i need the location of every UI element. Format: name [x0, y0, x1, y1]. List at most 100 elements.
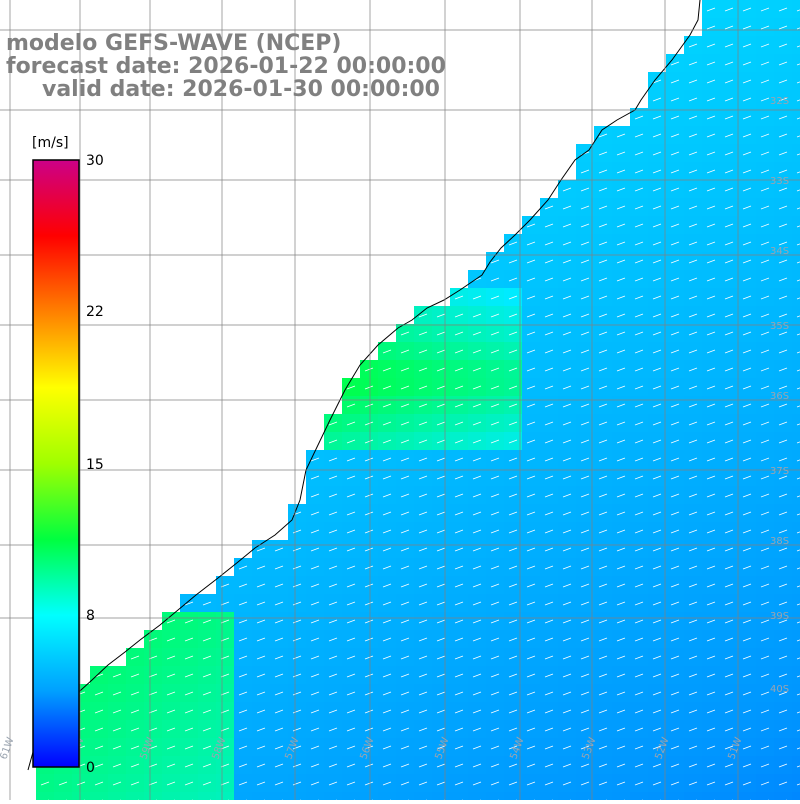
wind-cell — [378, 396, 396, 414]
wind-cell — [486, 702, 504, 720]
wind-cell — [612, 756, 630, 774]
wind-cell — [90, 738, 108, 756]
wind-cell — [720, 198, 738, 216]
wind-arrow — [544, 655, 554, 660]
wind-cell — [108, 702, 126, 720]
wind-cell — [720, 450, 738, 468]
wind-cell — [756, 738, 774, 756]
wind-arrow — [688, 475, 698, 480]
wind-arrow — [112, 709, 122, 714]
wind-arrow — [472, 637, 482, 642]
wind-cell — [576, 180, 594, 198]
wind-arrow — [508, 439, 518, 444]
wind-cell — [558, 270, 576, 288]
wind-cell — [756, 594, 774, 612]
wind-arrow — [472, 475, 482, 480]
wind-cell — [522, 630, 540, 648]
wind-arrow — [490, 547, 500, 552]
wind-cell — [414, 432, 432, 450]
wind-cell — [720, 792, 738, 804]
wind-cell — [702, 630, 720, 648]
wind-arrow — [256, 601, 266, 606]
wind-arrow — [526, 295, 536, 300]
wind-cell — [432, 630, 450, 648]
wind-cell — [504, 432, 522, 450]
wind-arrow — [310, 547, 320, 552]
wind-cell — [360, 522, 378, 540]
wind-arrow — [724, 727, 734, 732]
wind-arrow — [742, 745, 752, 750]
wind-cell — [756, 666, 774, 684]
wind-cell — [576, 432, 594, 450]
wind-arrow — [634, 493, 644, 498]
wind-arrow — [742, 511, 752, 516]
wind-cell — [468, 360, 486, 378]
wind-arrow — [418, 583, 428, 588]
wind-arrow — [382, 439, 392, 444]
wind-arrow — [418, 637, 428, 642]
wind-arrow — [436, 763, 446, 768]
wind-cell — [702, 18, 720, 36]
wind-arrow — [778, 133, 788, 138]
wind-arrow — [562, 547, 572, 552]
wind-arrow — [706, 439, 716, 444]
wind-arrow — [562, 565, 572, 570]
wind-cell — [486, 414, 504, 432]
wind-cell — [576, 450, 594, 468]
wind-arrow — [544, 547, 554, 552]
wind-arrow — [688, 241, 698, 246]
wind-cell — [450, 756, 468, 774]
wind-cell — [612, 720, 630, 738]
wind-arrow — [346, 439, 356, 444]
wind-cell — [540, 288, 558, 306]
wind-arrow — [328, 475, 338, 480]
wind-arrow — [724, 295, 734, 300]
wind-arrow — [796, 369, 800, 372]
wind-arrow — [202, 673, 212, 678]
wind-arrow — [328, 673, 338, 678]
wind-cell — [684, 432, 702, 450]
wind-arrow — [580, 259, 590, 264]
wind-cell — [792, 162, 800, 180]
wind-arrow — [634, 295, 644, 300]
wind-cell — [648, 108, 666, 126]
wind-cell — [522, 756, 540, 774]
wind-cell — [486, 360, 504, 378]
wind-cell — [378, 576, 396, 594]
wind-arrow — [310, 493, 320, 498]
wind-cell — [288, 684, 306, 702]
wind-cell — [540, 702, 558, 720]
wind-cell — [468, 486, 486, 504]
wind-arrow — [454, 763, 464, 768]
wind-cell — [504, 396, 522, 414]
wind-arrow — [364, 673, 374, 678]
wind-cell — [774, 594, 792, 612]
wind-cell — [360, 774, 378, 792]
wind-cell — [342, 378, 360, 396]
wind-cell — [252, 558, 270, 576]
wind-arrow — [166, 763, 176, 768]
wind-cell — [540, 738, 558, 756]
wind-arrow — [346, 781, 356, 786]
wind-cell — [702, 252, 720, 270]
wind-arrow — [742, 43, 752, 48]
wind-cell — [342, 612, 360, 630]
wind-arrow — [616, 295, 626, 300]
wind-arrow — [778, 223, 788, 228]
wind-cell — [486, 486, 504, 504]
wind-cell — [270, 738, 288, 756]
wind-cell — [198, 774, 216, 792]
wind-arrow — [742, 601, 752, 606]
wind-arrow — [760, 601, 770, 606]
wind-cell — [450, 396, 468, 414]
wind-cell — [738, 738, 756, 756]
wind-cell — [504, 234, 522, 252]
wind-arrow — [94, 763, 104, 768]
wind-cell — [738, 540, 756, 558]
wind-cell — [648, 234, 666, 252]
wind-arrow — [742, 313, 752, 318]
wind-cell — [666, 126, 684, 144]
wind-arrow — [706, 673, 716, 678]
wind-arrow — [292, 655, 302, 660]
wind-cell — [216, 630, 234, 648]
